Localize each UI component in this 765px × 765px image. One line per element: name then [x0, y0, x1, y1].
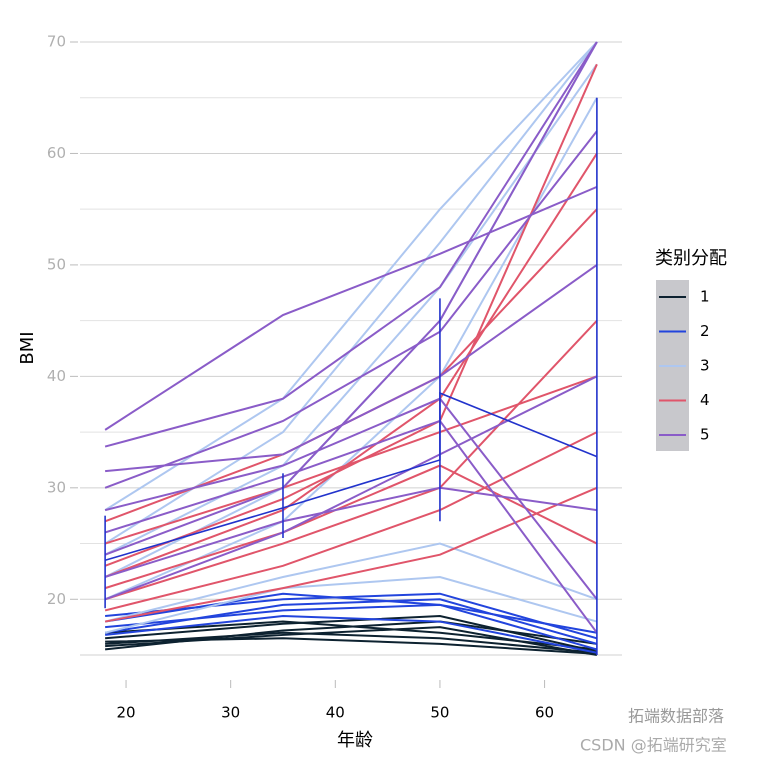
x-tick-label: 40 — [326, 704, 345, 722]
watermark: 拓端数据部落 — [628, 707, 724, 726]
y-tick-label: 60 — [47, 144, 66, 162]
y-tick-label: 70 — [47, 33, 66, 51]
x-tick-label: 20 — [116, 704, 135, 722]
y-tick-label: 40 — [47, 367, 66, 385]
watermark: CSDN @拓端研究室 — [580, 736, 727, 755]
y-tick-label: 30 — [47, 478, 66, 496]
trajectory-line — [104, 464, 598, 590]
trajectory-line — [104, 375, 598, 601]
x-tick-label: 50 — [430, 704, 449, 722]
trajectory-line — [105, 620, 597, 651]
trajectory-line — [105, 631, 597, 654]
trajectory-line — [104, 486, 598, 578]
trajectory-line — [104, 41, 598, 448]
y-axis-title: BMI — [17, 331, 38, 364]
trajectory-line — [104, 41, 598, 511]
trajectory-line — [104, 41, 598, 556]
trajectory-line — [104, 63, 598, 567]
trajectory-line — [105, 592, 598, 640]
legend-label: 4 — [700, 391, 710, 409]
trajectory-line — [104, 431, 598, 612]
trajectory-line — [105, 264, 598, 473]
legend-title: 类别分配 — [655, 248, 727, 269]
trajectory-line — [105, 620, 598, 651]
trajectory-line — [104, 575, 598, 634]
y-tick-label: 20 — [47, 590, 66, 608]
trajectory-line — [105, 614, 598, 654]
trajectory-line — [104, 130, 598, 489]
legend-label: 3 — [700, 357, 710, 375]
trajectory-line — [104, 185, 598, 431]
trajectory-line — [104, 152, 598, 578]
trajectory-line — [105, 614, 598, 653]
trajectory-line — [104, 486, 598, 623]
legend-label: 2 — [700, 322, 710, 340]
trajectory-line — [104, 419, 598, 634]
trajectory-line — [104, 208, 598, 523]
legend-label: 5 — [700, 426, 710, 444]
trajectory-line — [104, 542, 598, 623]
x-tick-label: 30 — [221, 704, 240, 722]
trajectory-line — [105, 603, 598, 634]
legend-label: 1 — [700, 288, 710, 306]
mean-line — [104, 391, 598, 562]
x-tick-label: 60 — [535, 704, 554, 722]
y-tick-label: 50 — [47, 255, 66, 273]
x-axis-title: 年龄 — [337, 730, 373, 751]
